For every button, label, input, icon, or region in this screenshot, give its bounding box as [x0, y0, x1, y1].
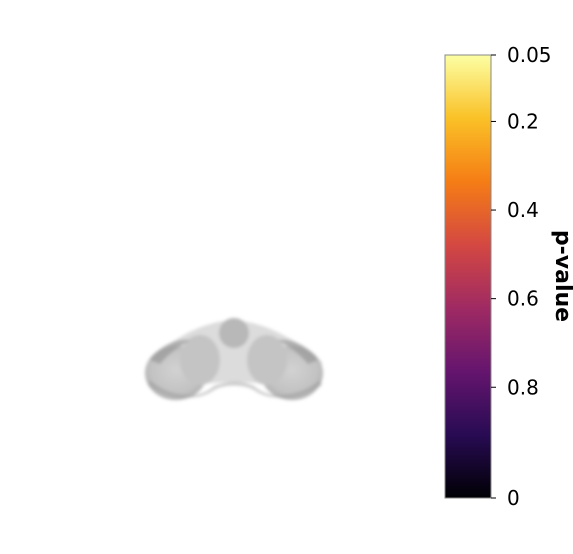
colorbar-tick-label: 0.4	[507, 198, 539, 222]
brain-map	[145, 318, 323, 400]
brain-map-bottom-shade	[148, 380, 322, 398]
brain-map-center-lobe	[219, 318, 249, 348]
brain-map-left-shadow	[150, 339, 190, 364]
brain-map-right-shadow	[278, 339, 318, 364]
brain-map-left-inner-lobe	[180, 335, 220, 385]
colorbar-gradient	[444, 54, 492, 499]
colorbar-tick-label: 0.6	[507, 287, 539, 311]
colorbar: 0.05 0.2 0.4 0.6 0.8 0 p-value	[444, 43, 573, 510]
colorbar-tick-label: 0.2	[507, 109, 539, 133]
brain-map-right-inner-lobe	[247, 335, 287, 385]
colorbar-tick-label: 0	[507, 486, 520, 510]
colorbar-label: p-value	[550, 230, 573, 322]
colorbar-tick-label: 0.05	[507, 43, 552, 67]
colorbar-ticks: 0.05 0.2 0.4 0.6 0.8 0	[491, 43, 552, 510]
colorbar-tick-label: 0.8	[507, 375, 539, 399]
